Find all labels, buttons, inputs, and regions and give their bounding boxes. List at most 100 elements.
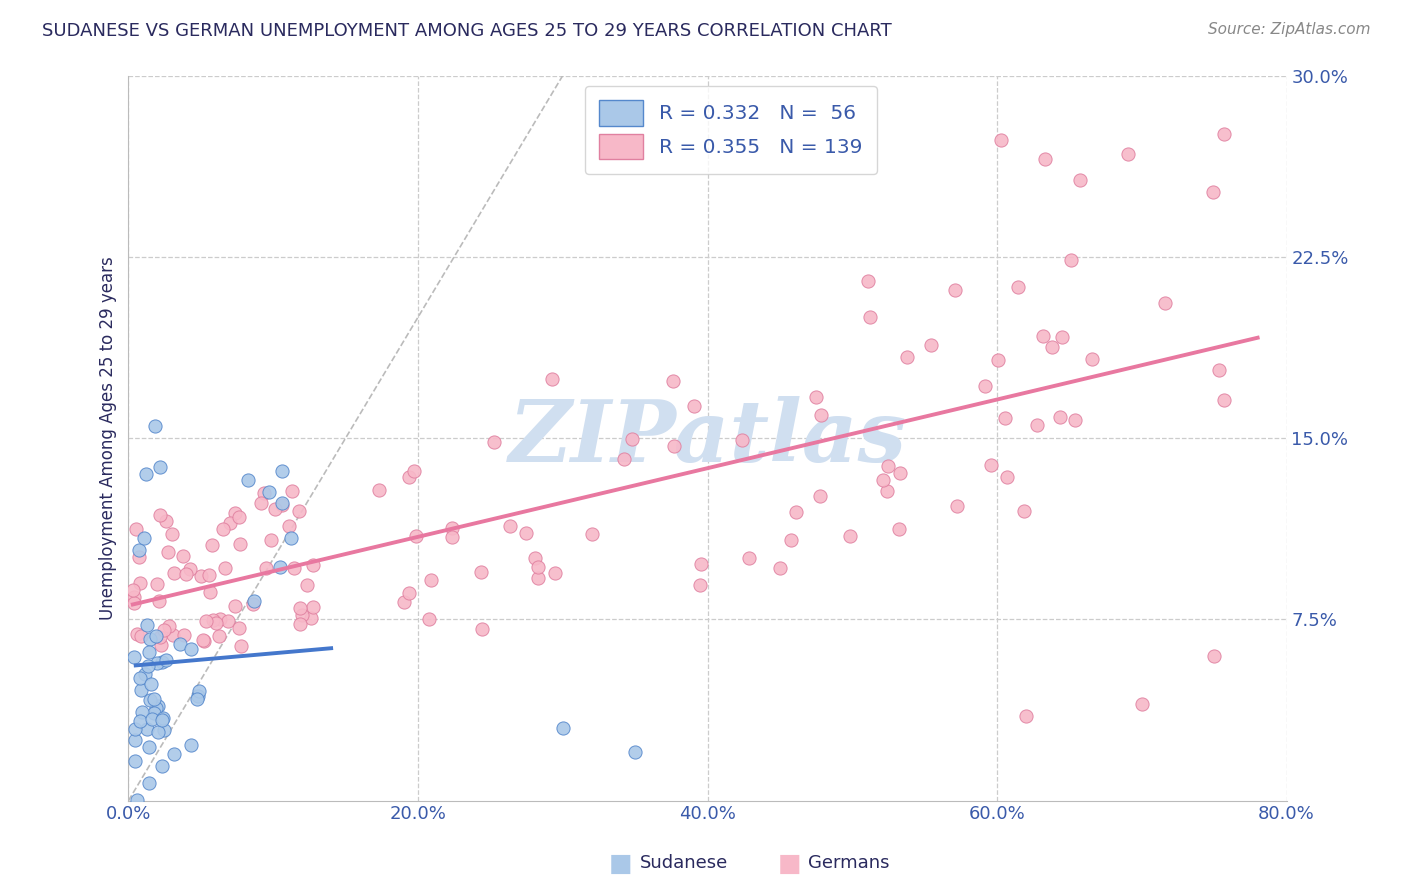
Point: [217, 614, 239, 628]
Point: [201, 538, 224, 552]
Point: [149, 460, 172, 475]
Point: [208, 629, 231, 643]
Point: [779, 533, 801, 547]
Point: [122, 650, 145, 665]
Point: [271, 496, 294, 510]
Point: [152, 758, 174, 772]
Point: [540, 372, 562, 386]
Point: [136, 618, 159, 632]
Point: [896, 351, 918, 365]
Point: [143, 419, 166, 434]
Point: [129, 629, 152, 643]
Point: [299, 611, 322, 625]
Point: [187, 689, 209, 703]
Point: [1208, 363, 1230, 377]
Point: [141, 712, 163, 726]
Point: [980, 458, 1002, 472]
Point: [1059, 253, 1081, 268]
Point: [398, 470, 420, 484]
Point: [418, 612, 440, 626]
Point: [498, 519, 520, 533]
Point: [283, 561, 305, 575]
Point: [195, 615, 218, 629]
Point: [1049, 409, 1071, 424]
Point: [128, 542, 150, 557]
Point: [1063, 413, 1085, 427]
Point: [920, 338, 942, 352]
Point: [148, 593, 170, 607]
Point: [124, 722, 146, 736]
Point: [683, 399, 706, 413]
Point: [624, 745, 647, 759]
Point: [180, 642, 202, 657]
Point: [254, 561, 277, 575]
Point: [136, 659, 159, 673]
Point: [523, 551, 546, 566]
Point: [738, 550, 761, 565]
Point: [943, 284, 966, 298]
Point: [135, 722, 157, 736]
Point: [169, 637, 191, 651]
Point: [271, 498, 294, 512]
Point: [302, 558, 325, 572]
Point: [129, 671, 152, 685]
Point: [288, 504, 311, 518]
Point: [662, 374, 685, 388]
Point: [859, 310, 882, 325]
Point: [162, 627, 184, 641]
Point: [1033, 152, 1056, 166]
Point: [260, 533, 283, 547]
Point: [1213, 392, 1236, 407]
Point: [139, 692, 162, 706]
Point: [122, 596, 145, 610]
Point: [974, 379, 997, 393]
Point: [153, 723, 176, 737]
Point: [200, 585, 222, 599]
Point: [134, 532, 156, 546]
Point: [887, 522, 910, 536]
Point: [139, 677, 162, 691]
Point: [288, 617, 311, 632]
Point: [231, 639, 253, 653]
Point: [1202, 186, 1225, 200]
Point: [125, 793, 148, 807]
Point: [219, 516, 242, 531]
Point: [515, 525, 537, 540]
Point: [150, 655, 173, 669]
Point: [806, 390, 828, 404]
Point: [152, 711, 174, 725]
Point: [405, 529, 427, 543]
Point: [527, 560, 550, 574]
Point: [180, 738, 202, 752]
Point: [152, 623, 174, 637]
Point: [872, 473, 894, 487]
Point: [163, 747, 186, 762]
Point: [1007, 279, 1029, 293]
Point: [131, 705, 153, 719]
Point: [224, 506, 246, 520]
Point: [202, 613, 225, 627]
Point: [143, 706, 166, 720]
Point: [1032, 329, 1054, 343]
Point: [402, 464, 425, 478]
Point: [990, 133, 1012, 147]
Point: [621, 433, 644, 447]
Point: [441, 530, 464, 544]
Point: [613, 452, 636, 467]
Point: [994, 411, 1017, 425]
Point: [689, 578, 711, 592]
Point: [277, 519, 299, 533]
Point: [145, 701, 167, 715]
Point: [163, 566, 186, 580]
Point: [398, 586, 420, 600]
Point: [228, 509, 250, 524]
Point: [193, 634, 215, 648]
Point: [551, 721, 574, 735]
Point: [1204, 648, 1226, 663]
Text: SUDANESE VS GERMAN UNEMPLOYMENT AMONG AGES 25 TO 29 YEARS CORRELATION CHART: SUDANESE VS GERMAN UNEMPLOYMENT AMONG AG…: [42, 22, 891, 40]
Point: [269, 560, 291, 574]
Point: [662, 438, 685, 452]
Point: [280, 531, 302, 545]
Point: [253, 486, 276, 500]
Point: [471, 622, 494, 636]
